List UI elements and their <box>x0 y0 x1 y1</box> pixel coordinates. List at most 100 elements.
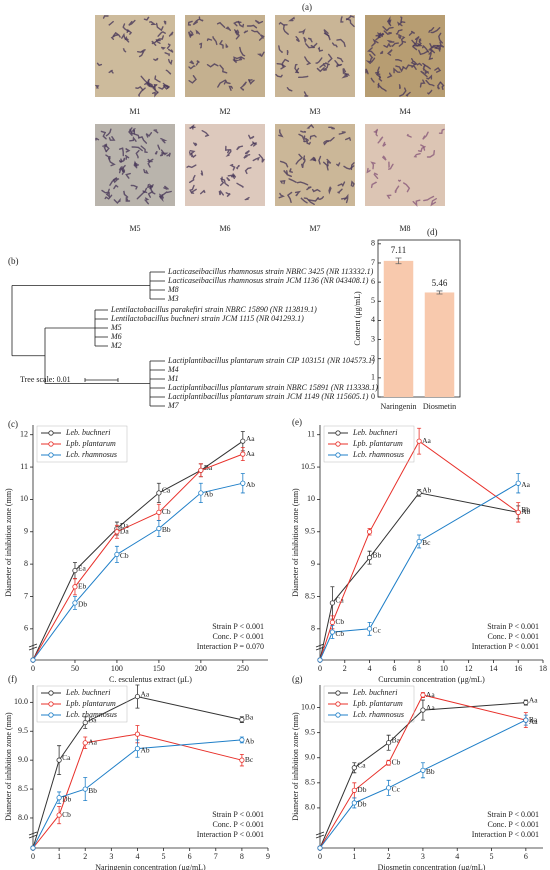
cell <box>220 178 229 187</box>
cell <box>129 136 137 142</box>
data-point <box>156 525 162 532</box>
micrograph <box>275 124 355 206</box>
cell <box>244 150 250 155</box>
x-tick-label: 150 <box>153 664 165 673</box>
cell <box>406 133 412 138</box>
cell <box>278 192 285 199</box>
micrograph-label: M2 <box>219 107 230 116</box>
panel-label: (b) <box>8 256 19 266</box>
cell <box>149 21 157 26</box>
cell <box>155 22 164 32</box>
cell <box>411 63 417 70</box>
legend-label: Lpb. plantarum <box>352 439 403 448</box>
cell <box>236 145 244 151</box>
legend-marker <box>335 690 341 696</box>
legend-label: Lpb. plantarum <box>65 439 116 448</box>
x-tick-label: 10 <box>440 664 448 673</box>
tree-leaf-label: Lactiplantibacillus plantarum strain CIP… <box>167 356 375 365</box>
significance-letter: Ab <box>521 507 530 516</box>
cell <box>303 91 309 97</box>
significance-letter: Ba <box>392 735 401 744</box>
data-point <box>114 529 120 535</box>
tree-leaf-label: Lentilactobacillus parakefiri strain NBR… <box>110 305 317 314</box>
cell <box>414 41 423 47</box>
tree-leaf-label: Lacticaseibacillus rhamnosus strain NBRC… <box>167 267 374 276</box>
significance-letter: Ab <box>204 490 213 499</box>
significance-letter: Da <box>120 521 129 530</box>
data-point <box>198 490 204 496</box>
cell <box>108 69 114 74</box>
cell <box>244 167 252 175</box>
cell <box>226 176 231 182</box>
cell <box>125 172 131 179</box>
data-point <box>56 812 62 818</box>
cell <box>118 147 124 157</box>
x-tick-label: 2 <box>343 664 347 673</box>
cell <box>286 191 293 203</box>
data-point <box>329 629 335 635</box>
x-tick-label: 50 <box>71 664 79 673</box>
y-axis-label: Diameter of inhibition zone (mm) <box>291 712 300 821</box>
cell <box>130 184 138 190</box>
panel-label: (d) <box>427 227 438 237</box>
legend-label: Leb. buchneri <box>65 688 110 697</box>
legend-label: Lcb. rhamnosus <box>352 710 404 719</box>
legend-box <box>36 425 128 463</box>
cell <box>395 29 403 35</box>
data-point <box>416 438 422 444</box>
significance-letter: Da <box>120 526 129 535</box>
cell <box>105 128 112 137</box>
cell <box>154 35 164 43</box>
significance-letter: Cb <box>392 757 401 766</box>
micrograph-label: M1 <box>129 107 140 116</box>
cell <box>137 136 148 144</box>
cell <box>165 69 172 75</box>
cell <box>126 28 133 35</box>
significance-letter: Db <box>78 600 87 609</box>
micrograph <box>365 124 445 206</box>
significance-letter: Aa <box>88 738 97 747</box>
cell <box>201 130 210 137</box>
cell <box>188 60 195 65</box>
tree-leaf-label: M6 <box>110 332 122 341</box>
cell <box>391 42 399 47</box>
series-line <box>32 696 243 849</box>
cell <box>366 167 371 174</box>
cell <box>225 26 231 31</box>
tree-leaf-label: Lacticaseibacillus rhamnosus strain JCM … <box>167 276 369 285</box>
stat-text: Conc. P < 0.001 <box>212 820 264 829</box>
cell <box>105 191 110 198</box>
cell <box>228 85 233 91</box>
data-point <box>416 490 422 496</box>
cell <box>113 184 119 190</box>
legend-marker <box>335 452 341 458</box>
significance-letter: Bb <box>88 786 97 795</box>
cell <box>328 126 335 130</box>
cell <box>418 38 422 42</box>
cell <box>386 194 392 199</box>
cell <box>195 60 200 66</box>
cell <box>252 141 257 145</box>
cell <box>159 149 166 157</box>
y-tick-label: 9.0 <box>18 755 28 764</box>
x-tick-label: 2 <box>387 852 391 861</box>
cell <box>188 125 194 130</box>
data-point <box>416 538 422 545</box>
cell <box>286 50 289 56</box>
cell <box>312 188 321 193</box>
cell <box>323 29 330 37</box>
cell <box>439 41 445 48</box>
cell <box>408 30 416 36</box>
data-point <box>72 567 78 574</box>
cell <box>131 146 143 152</box>
cell <box>258 34 265 41</box>
cell <box>212 36 218 46</box>
y-tick-label: 10 <box>20 494 28 503</box>
cell <box>326 158 332 167</box>
significance-letter: Bb <box>162 525 171 534</box>
cell <box>147 191 156 198</box>
cell <box>394 185 400 193</box>
cell <box>147 158 151 168</box>
cell <box>397 179 402 182</box>
panel-label: (e) <box>292 417 302 427</box>
